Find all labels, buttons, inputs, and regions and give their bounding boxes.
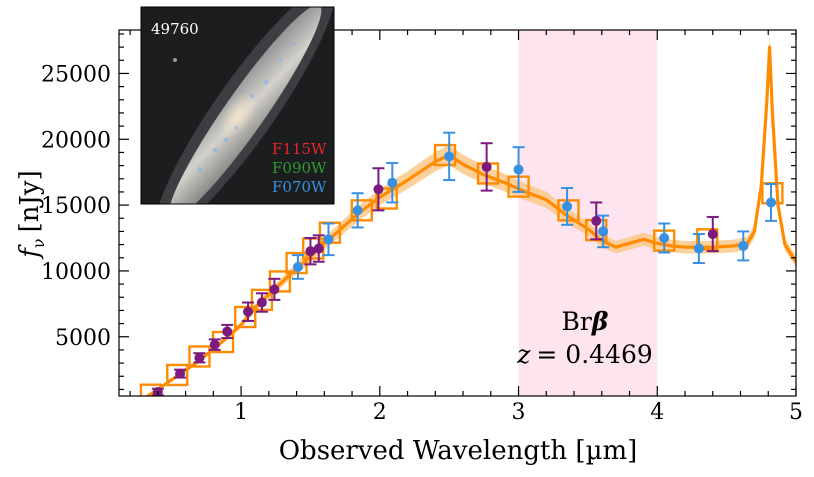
x-axis-title: Observed Wavelength [µm] <box>279 436 638 466</box>
data-point <box>658 222 671 254</box>
y-tick-label: 10000 <box>41 260 111 285</box>
plot-frame <box>118 29 797 397</box>
data-point <box>765 183 778 222</box>
data-point <box>512 146 525 193</box>
point-marker <box>659 233 670 244</box>
line-label: Brβ <box>562 307 609 336</box>
point-marker <box>222 326 233 337</box>
x-tick-label: 3 <box>512 400 526 425</box>
model-box <box>268 270 292 293</box>
data-point <box>291 254 304 280</box>
point-marker <box>175 368 186 379</box>
data-point <box>692 233 705 265</box>
y-tick-label: 20000 <box>41 128 111 153</box>
point-marker <box>766 197 777 208</box>
point-marker <box>243 306 254 317</box>
x-tick-label: 1 <box>234 400 248 425</box>
model-box <box>188 345 211 368</box>
model-spectrum-line <box>145 45 796 396</box>
inset-filter-f115w: F115W <box>272 140 327 158</box>
photometry-points <box>151 131 778 396</box>
y-axis-title-sub: ν <box>29 238 48 248</box>
galaxy-core <box>218 90 258 140</box>
data-point <box>268 277 281 301</box>
line-label-text: Br <box>562 307 592 336</box>
point-marker <box>209 339 220 350</box>
model-box <box>350 199 373 222</box>
point-marker <box>562 201 573 212</box>
point-marker <box>591 215 602 226</box>
point-marker <box>707 229 718 240</box>
data-point <box>561 186 574 226</box>
point-marker <box>387 177 398 188</box>
x-tick-label: 4 <box>650 400 664 425</box>
data-point <box>255 292 268 313</box>
point-marker <box>194 352 205 363</box>
redshift-value: = 0.4469 <box>536 340 652 369</box>
galaxy-knots <box>197 42 296 173</box>
data-point <box>480 142 493 192</box>
model-box <box>234 305 257 329</box>
data-point <box>372 167 385 212</box>
x-tick-label: 5 <box>789 400 803 425</box>
y-tick-label: 15000 <box>41 194 111 219</box>
inset-filter-f070w: F070W <box>272 178 327 196</box>
data-point <box>386 161 399 204</box>
data-point <box>443 131 456 182</box>
plot-area <box>139 30 796 396</box>
inset-image: 49760 F115W F090W F070W <box>140 6 335 205</box>
point-marker <box>323 234 334 245</box>
point-marker <box>256 297 267 308</box>
brackett-beta-band <box>518 30 658 396</box>
point-marker <box>373 184 384 195</box>
model-box <box>166 363 189 387</box>
data-point <box>208 338 221 351</box>
line-label-symbol: β <box>591 307 609 336</box>
annotation-group: Brβ z = 0.4469 <box>516 307 653 369</box>
data-point <box>221 323 234 340</box>
point-marker <box>693 243 704 254</box>
inset-object-id: 49760 <box>151 20 199 38</box>
redshift-label: z = 0.4469 <box>516 340 653 369</box>
model-box <box>696 228 719 251</box>
data-point <box>597 214 610 249</box>
point-marker <box>313 243 324 254</box>
y-axis-title-unit: [nJy] <box>15 170 45 232</box>
data-point <box>312 234 325 263</box>
point-marker <box>352 205 363 216</box>
model-box <box>285 251 308 275</box>
redshift-symbol: z <box>516 340 531 369</box>
inset-frame <box>140 6 335 205</box>
point-marker <box>305 246 316 257</box>
data-point <box>706 215 719 253</box>
data-point <box>304 237 317 266</box>
data-point <box>242 301 255 322</box>
data-point <box>351 192 364 229</box>
point-marker <box>444 151 455 162</box>
model-box <box>433 143 457 167</box>
data-point <box>174 368 187 379</box>
data-point <box>322 222 335 257</box>
point-marker <box>269 284 280 295</box>
y-tick-label: 5000 <box>55 326 111 351</box>
point-marker <box>513 164 524 175</box>
data-point <box>737 230 750 262</box>
inset-star <box>173 58 177 62</box>
y-axis-title: fν[nJy] <box>15 170 48 260</box>
point-marker <box>481 161 492 172</box>
y-axis-ticks: 5000 10000 15000 20000 25000 <box>41 33 796 391</box>
data-point <box>590 201 603 241</box>
y-tick-label: 25000 <box>41 62 111 87</box>
data-point <box>193 352 206 364</box>
point-marker <box>292 261 303 272</box>
point-marker <box>738 240 749 251</box>
inset-filter-f090w: F090W <box>272 159 327 177</box>
x-tick-label: 2 <box>373 400 387 425</box>
point-marker <box>598 226 609 237</box>
